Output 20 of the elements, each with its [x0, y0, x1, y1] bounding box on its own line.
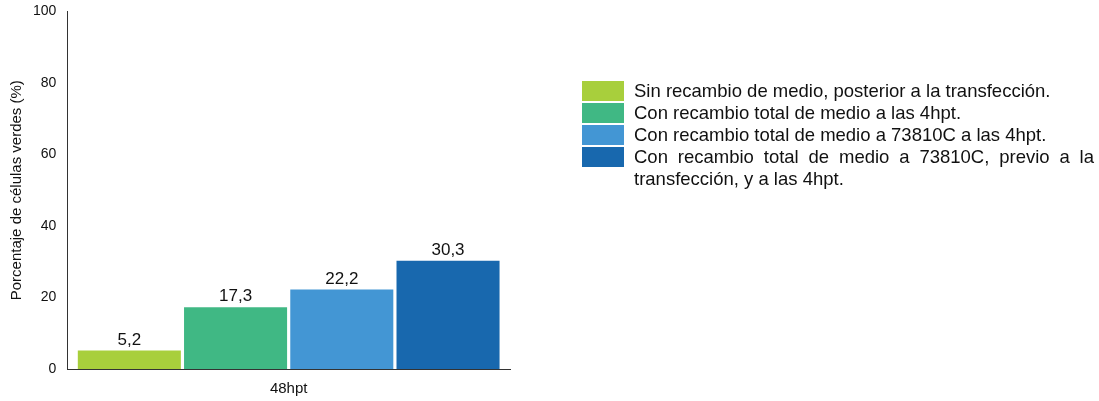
y-axis-title: Porcentaje de células verdes (%) [7, 80, 25, 301]
y-tick-label: 40 [40, 216, 57, 233]
data-label: 30,3 [431, 239, 465, 259]
data-label: 17,3 [219, 286, 253, 306]
bar [290, 289, 394, 369]
data-label: 22,2 [325, 268, 359, 288]
y-tick-label: 80 [40, 73, 57, 90]
bar [184, 307, 288, 369]
bar [77, 350, 181, 369]
y-tick-label: 20 [40, 288, 57, 305]
legend-label: Con recambio total de medio a 73810C, previo a la transfección, y a las 4hpt. [634, 146, 1094, 190]
data-label: 5,2 [117, 329, 142, 349]
x-tick-label: 48hpt [269, 379, 309, 397]
y-tick-label: 60 [40, 145, 57, 162]
y-tick-label: 0 [48, 359, 57, 376]
legend-label: Sin recambio de medio, posterior a la transfección. [634, 80, 1051, 102]
legend-label: Con recambio total de medio a 73810C a las 4hpt. [634, 124, 1047, 146]
bar [396, 260, 500, 369]
legend-label: Con recambio total de medio a las 4hpt. [634, 102, 962, 124]
y-tick-label: 100 [33, 2, 57, 19]
